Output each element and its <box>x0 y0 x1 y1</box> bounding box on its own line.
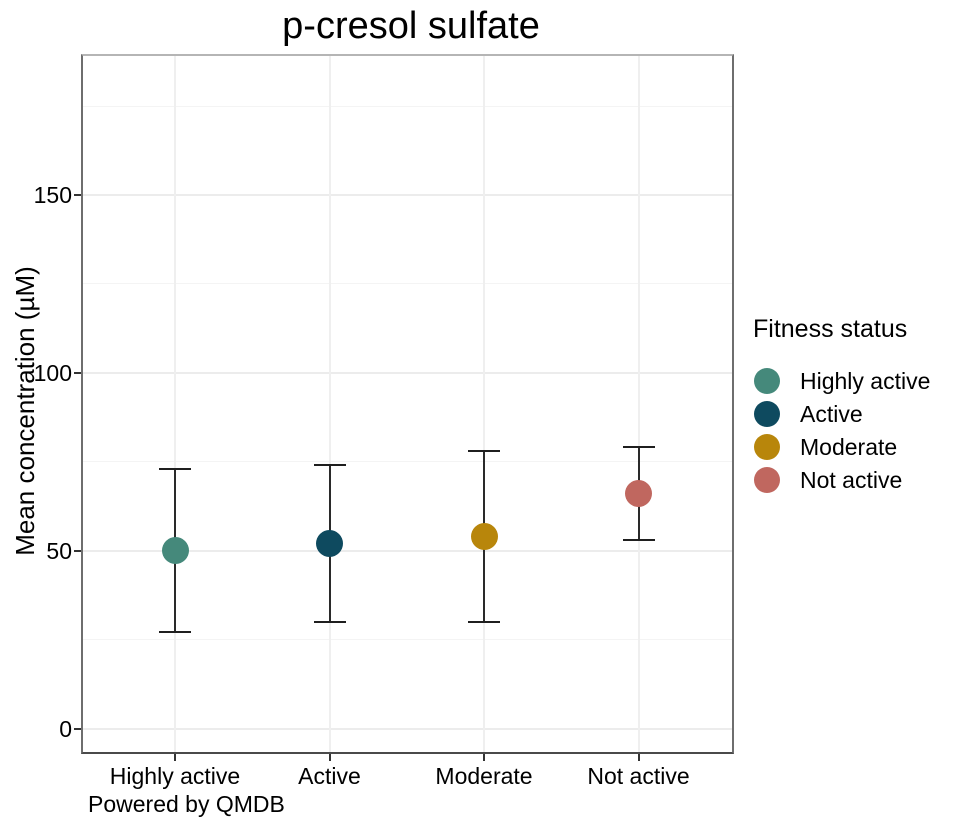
errorbar-cap-upper <box>468 450 500 453</box>
legend-item-label: Highly active <box>800 368 931 394</box>
major-gridline <box>83 549 732 552</box>
data-point <box>470 522 498 550</box>
x-axis-tick <box>637 754 640 761</box>
legend-item-label: Moderate <box>800 434 898 460</box>
x-axis-tick <box>483 754 485 761</box>
plot-panel <box>81 54 734 754</box>
x-tick-label: Not active <box>587 763 690 789</box>
errorbar-cap-upper <box>622 446 655 449</box>
category-gridline <box>328 56 331 752</box>
y-tick-label: 150 <box>33 181 72 208</box>
x-axis-tick <box>174 754 176 761</box>
minor-gridline <box>83 461 732 463</box>
legend-swatch-icon <box>754 401 780 427</box>
legend-item-label: Active <box>800 401 863 427</box>
y-axis-tick <box>74 193 81 196</box>
minor-gridline <box>83 639 732 641</box>
errorbar-cap-lower <box>622 538 655 541</box>
legend-item: Not active <box>753 465 978 495</box>
y-axis-title: Mean concentration (µM) <box>10 266 40 556</box>
legend-swatch-icon <box>754 467 780 493</box>
category-gridline <box>174 56 176 752</box>
category-gridline <box>483 56 485 752</box>
legend-item-label: Not active <box>800 467 903 493</box>
data-point <box>161 537 189 565</box>
major-gridline <box>83 193 732 196</box>
plot-title: p-cresol sulfate <box>282 5 540 47</box>
y-axis-tick <box>74 371 81 374</box>
x-tick-label: Active <box>298 763 361 789</box>
legend-item: Active <box>753 399 978 429</box>
major-gridline <box>83 371 732 374</box>
legend-swatch-icon <box>754 368 780 394</box>
category-gridline <box>637 56 640 752</box>
y-axis-tick <box>74 549 81 552</box>
data-point <box>625 480 652 508</box>
y-tick-label: 100 <box>33 359 72 386</box>
y-tick-label: 50 <box>46 537 72 564</box>
x-tick-label: Highly active <box>109 763 241 789</box>
errorbar-cap-lower <box>159 631 191 634</box>
caption: Powered by QMDB <box>88 791 285 817</box>
legend-item: Moderate <box>753 432 978 462</box>
errorbar-cap-lower <box>313 620 346 623</box>
errorbar-cap-lower <box>468 620 500 623</box>
errorbar-cap-upper <box>313 464 346 467</box>
x-axis-tick <box>328 754 331 761</box>
x-tick-label: Moderate <box>435 763 533 789</box>
legend-swatch-icon <box>754 434 780 460</box>
y-axis-tick <box>74 727 81 730</box>
minor-gridline <box>83 105 732 107</box>
data-point <box>316 530 343 558</box>
y-tick-label: 0 <box>59 715 72 742</box>
legend-title: Fitness status <box>753 315 908 343</box>
errorbar-cap-upper <box>159 467 191 470</box>
minor-gridline <box>83 283 732 285</box>
major-gridline <box>83 727 732 730</box>
legend-item: Highly active <box>753 366 978 396</box>
